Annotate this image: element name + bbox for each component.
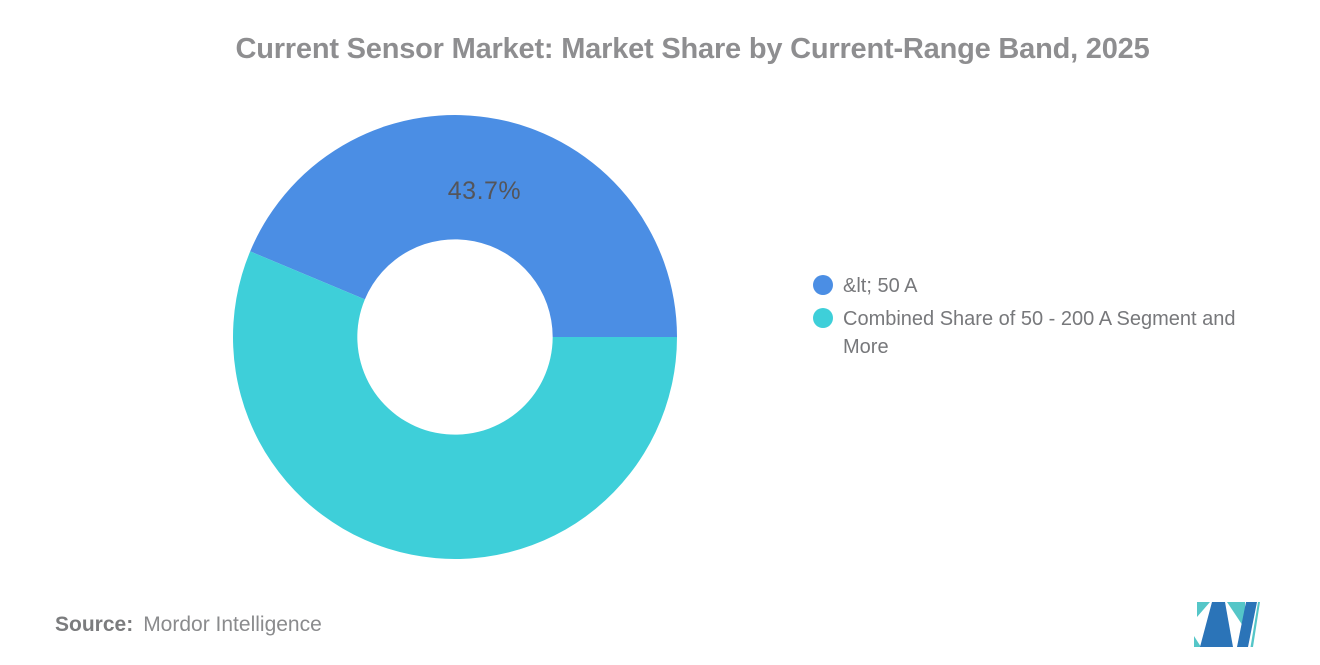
source-prefix: Source: [55,612,134,636]
donut-chart: 43.7% [233,114,677,559]
legend-item-lt-50a[interactable]: &lt; 50 A [813,272,1243,300]
logo-shape-teal-middle-triangle [1227,602,1245,629]
logo-shape-blue-left-stroke [1200,602,1233,647]
logo-shape-teal-bottom-left [1194,636,1201,647]
legend-dot [813,275,833,295]
donut-segment-1[interactable] [233,251,677,559]
source-text: Mordor Intelligence [143,612,322,636]
logo-shape-blue-right-stroke [1237,602,1257,647]
footer: Source: Mordor Intelligence [0,602,1320,647]
legend: &lt; 50 A Combined Share of 50 - 200 A S… [813,272,1243,361]
legend-dot [813,308,833,328]
chart-title: Current Sensor Market: Market Share by C… [235,33,1150,65]
mordor-intelligence-logo [1194,602,1260,647]
logo-shape-teal-top-left [1197,602,1210,617]
source-line: Source: Mordor Intelligence [55,613,322,637]
legend-item-combined-share[interactable]: Combined Share of 50 - 200 A Segment and… [813,305,1243,361]
legend-label: Combined Share of 50 - 200 A Segment and… [843,308,1236,358]
segment-value-label: 43.7% [448,177,521,205]
legend-label: &lt; 50 A [843,275,918,297]
logo-shape-teal-right-sliver [1250,602,1260,647]
donut-segment-0[interactable] [250,114,677,337]
